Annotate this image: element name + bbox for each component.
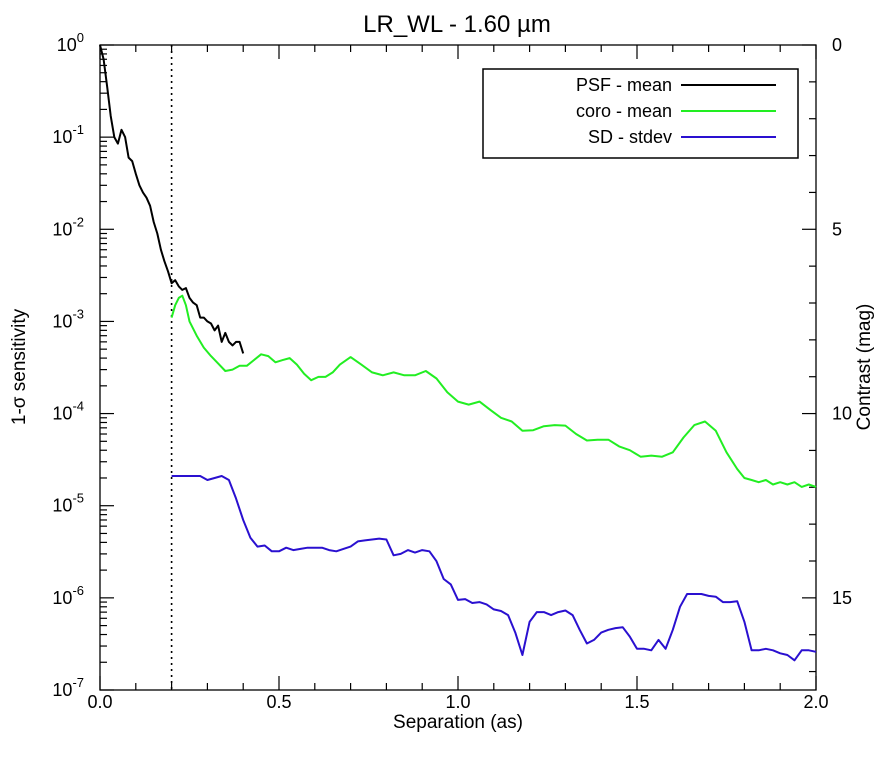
legend-box (482, 68, 799, 159)
y2-tick-label: 15 (832, 588, 852, 608)
series-lines (99, 44, 817, 662)
chart-title: LR_WL - 1.60 µm (363, 11, 551, 38)
series-line-coro-mean (170, 294, 817, 488)
y-tick-label: 10-3 (52, 306, 84, 331)
y-tick-label: 10-5 (52, 491, 84, 516)
x-tick-labels: 0.0 0.5 1.0 1.5 2.0 (87, 692, 828, 712)
x-tick-label: 0.0 (87, 692, 112, 712)
y2-axis-label: Contrast (mag) (854, 304, 875, 431)
x-tick-label: 0.5 (266, 692, 291, 712)
x-tick-label: 2.0 (803, 692, 828, 712)
legend-label: SD - stdev (588, 127, 672, 147)
y-tick-label: 10-7 (52, 675, 84, 700)
y-tick-label: 10-4 (52, 399, 84, 424)
y-axis-label: 1-σ sensitivity (9, 308, 30, 425)
legend-label: coro - mean (576, 101, 672, 121)
y-tick-label: 10-1 (52, 122, 84, 147)
y-tick-label: 100 (57, 30, 84, 55)
x-tick-label: 1.5 (624, 692, 649, 712)
y-tick-label: 10-6 (52, 583, 84, 608)
y-tick-labels: 100 10-1 10-2 10-3 10-4 10-5 10-6 10-7 (52, 30, 84, 700)
y-tick-label: 10-2 (52, 214, 84, 239)
y2-tick-label: 10 (832, 404, 852, 424)
series-line-sd-stdev (171, 475, 817, 662)
series-line-psf-mean (99, 44, 245, 354)
legend-label: PSF - mean (576, 75, 672, 95)
legend: PSF - mean coro - mean SD - stdev (482, 68, 799, 159)
x-axis-label: Separation (as) (393, 712, 523, 733)
y2-tick-labels: 0 5 10 15 (832, 35, 852, 608)
y2-tick-label: 0 (832, 35, 842, 55)
x-tick-label: 1.0 (445, 692, 470, 712)
y2-tick-label: 5 (832, 219, 842, 239)
